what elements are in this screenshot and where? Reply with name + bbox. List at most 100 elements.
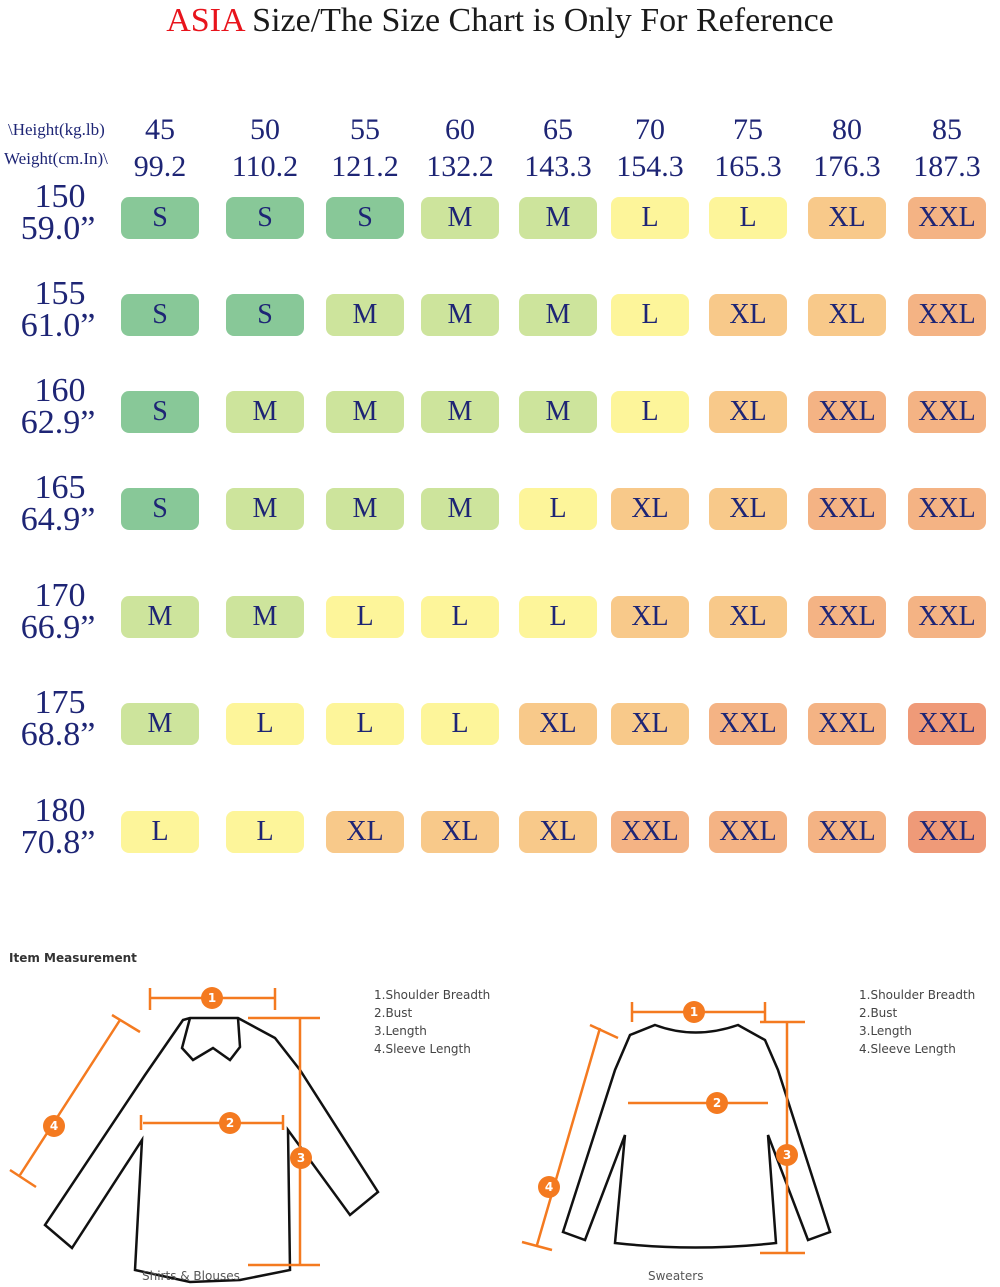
svg-text:3: 3 <box>783 1148 791 1162</box>
shirt-measure-lines <box>9 988 320 1267</box>
measure-item: 4.Sleeve Length <box>859 1042 956 1056</box>
title-highlight: ASIA <box>166 2 244 39</box>
size-cell: M <box>421 391 499 433</box>
badge-3-icon <box>290 1147 312 1169</box>
weight-kg-label: 55 <box>350 113 380 146</box>
height-in-label: 66.9” <box>20 609 96 646</box>
size-cell: XL <box>709 488 787 530</box>
weight-lb-label: 154.3 <box>616 150 684 183</box>
size-cell: XL <box>611 488 689 530</box>
measure-item: 3.Length <box>859 1024 912 1038</box>
size-cell: XXL <box>808 488 886 530</box>
height-cm-label: 165 <box>34 469 86 506</box>
size-cell: XXL <box>709 703 787 745</box>
svg-text:4: 4 <box>50 1119 58 1133</box>
size-cell: S <box>121 294 199 336</box>
size-cell: M <box>226 596 304 638</box>
size-cell: L <box>611 294 689 336</box>
size-cell: XL <box>519 703 597 745</box>
size-cell: M <box>519 391 597 433</box>
weight-kg-label: 60 <box>445 113 475 146</box>
shirt-caption: Shirts & Blouses <box>142 1269 240 1283</box>
size-cell: L <box>121 811 199 853</box>
size-cell: XL <box>326 811 404 853</box>
size-cell: XL <box>611 703 689 745</box>
measure-item: 3.Length <box>374 1024 427 1038</box>
weight-lb-label: 165.3 <box>714 150 782 183</box>
size-cell: M <box>421 488 499 530</box>
height-cm-label: 150 <box>34 178 86 215</box>
shirt-measurement-list: 1.Shoulder Breadth 2.Bust 3.Length 4.Sle… <box>374 986 490 1058</box>
size-cell: M <box>519 197 597 239</box>
height-in-label: 64.9” <box>20 501 96 538</box>
size-cell: XXL <box>808 596 886 638</box>
height-cm-label: 155 <box>34 275 86 312</box>
weight-lb-label: 132.2 <box>426 150 494 183</box>
height-in-label: 68.8” <box>20 716 96 753</box>
svg-text:4: 4 <box>545 1180 553 1194</box>
weight-kg-label: 50 <box>250 113 280 146</box>
weight-kg-label: 70 <box>635 113 665 146</box>
svg-text:2: 2 <box>713 1096 721 1110</box>
size-cell: XL <box>709 391 787 433</box>
size-cell: M <box>326 488 404 530</box>
sweater-drawing <box>561 1023 832 1249</box>
sweater-caption: Sweaters <box>648 1269 704 1283</box>
size-cell: XXL <box>908 703 986 745</box>
size-cell: XXL <box>808 391 886 433</box>
measure-item: 2.Bust <box>859 1006 898 1020</box>
height-cm-label: 160 <box>34 372 86 409</box>
size-cell: S <box>226 294 304 336</box>
height-cm-label: 180 <box>34 792 86 829</box>
title-text: Size/The Size Chart is Only For Referenc… <box>243 2 834 39</box>
svg-text:1: 1 <box>690 1005 698 1019</box>
measure-item: 2.Bust <box>374 1006 413 1020</box>
height-in-label: 62.9” <box>20 404 96 441</box>
size-cell: XL <box>709 294 787 336</box>
size-cell: XL <box>519 811 597 853</box>
weight-lb-label: 187.3 <box>913 150 981 183</box>
height-in-label: 70.8” <box>20 824 96 861</box>
weight-kg-label: 80 <box>832 113 862 146</box>
measure-item: 4.Sleeve Length <box>374 1042 471 1056</box>
size-cell: XL <box>709 596 787 638</box>
size-cell: M <box>326 294 404 336</box>
size-cell: XXL <box>908 596 986 638</box>
size-cell: XXL <box>709 811 787 853</box>
size-cell: M <box>421 294 499 336</box>
badge-1-icon <box>201 987 223 1009</box>
weight-lb-label: 99.2 <box>133 150 187 183</box>
size-cell: XXL <box>808 703 886 745</box>
badge-2-icon <box>219 1112 241 1134</box>
size-cell: XXL <box>808 811 886 853</box>
size-cell: M <box>121 703 199 745</box>
shirt-drawing <box>43 1016 380 1284</box>
size-cell: L <box>709 197 787 239</box>
height-cm-label: 170 <box>34 577 86 614</box>
size-cell: L <box>611 197 689 239</box>
size-cell: L <box>421 703 499 745</box>
size-cell: M <box>226 391 304 433</box>
size-cell: L <box>326 703 404 745</box>
size-cell: XXL <box>908 391 986 433</box>
size-cell: M <box>226 488 304 530</box>
size-cell: L <box>519 488 597 530</box>
weight-kg-label: 45 <box>145 113 175 146</box>
measure-badges: 1 2 3 4 1 2 3 4 <box>43 987 798 1198</box>
weight-lb-label: 110.2 <box>231 150 299 183</box>
badge-4-icon <box>43 1115 65 1137</box>
size-cell: S <box>121 488 199 530</box>
height-in-label: 59.0” <box>20 210 96 247</box>
size-cell: M <box>519 294 597 336</box>
measure-item: 1.Shoulder Breadth <box>859 988 976 1002</box>
size-cell: L <box>421 596 499 638</box>
svg-text:3: 3 <box>297 1151 305 1165</box>
size-cell: L <box>611 391 689 433</box>
size-cell: L <box>226 703 304 745</box>
size-cell: XXL <box>908 197 986 239</box>
size-cell: XXL <box>908 488 986 530</box>
size-cell: S <box>121 197 199 239</box>
size-cell: XL <box>808 197 886 239</box>
measurement-heading: Item Measurement <box>9 951 137 965</box>
